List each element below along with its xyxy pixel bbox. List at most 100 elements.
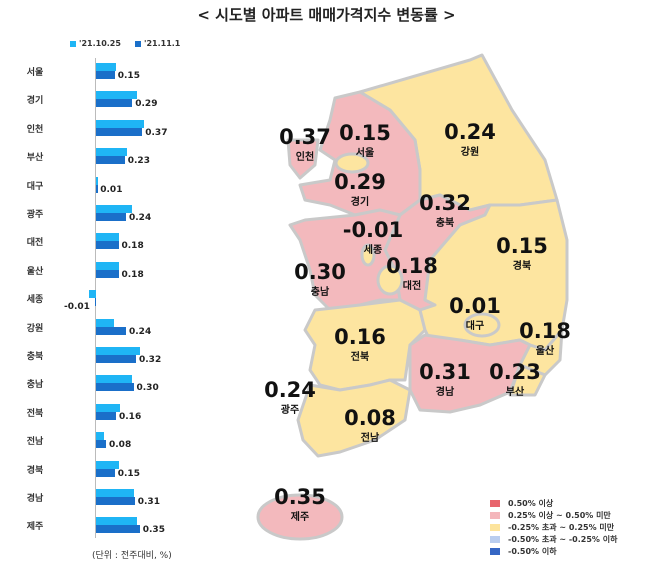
bar-prev-week: [96, 176, 98, 185]
legend-swatch: [490, 548, 500, 555]
data-label: 0.16: [119, 411, 142, 422]
region-incheon: [286, 138, 320, 180]
map-value: 0.01: [449, 294, 501, 318]
legend-swatch: [490, 500, 500, 507]
bar-this-week: [96, 241, 119, 250]
bar-this-week: [96, 525, 140, 534]
legend-item-this-week: '21.11.1: [135, 39, 180, 48]
map-legend-item: 0.50% 이상: [490, 498, 553, 509]
bar-this-week: [96, 184, 98, 193]
legend-label: 0.25% 이상 ~ 0.50% 미만: [508, 511, 611, 520]
map-region-name: 전남: [360, 433, 380, 444]
category-label: 광주: [26, 210, 44, 220]
legend-label: -0.25% 초과 ~ 0.25% 미만: [508, 523, 615, 532]
region-busan: [508, 363, 547, 397]
legend-swatch: [135, 40, 141, 47]
legend-swatch: [490, 512, 500, 519]
bar-prev-week: [96, 375, 133, 384]
legend-label: -0.50% 이하: [508, 547, 557, 556]
map-value: 0.16: [334, 325, 386, 349]
category-label: 대전: [26, 238, 44, 249]
data-label: 0.18: [121, 241, 144, 252]
data-label: 0.01: [100, 184, 123, 195]
region-sejong: [360, 243, 376, 267]
category-label: 강원: [26, 323, 44, 334]
category-label: 서울: [26, 68, 44, 78]
region-seoul-core: [334, 152, 370, 174]
map-legend-item: -0.50% 초과 ~ -0.25% 이하: [490, 534, 617, 545]
category-label: 충북: [26, 352, 44, 362]
map-value: 0.18: [519, 319, 571, 343]
bar-prev-week: [96, 205, 133, 213]
data-label: 0.24: [129, 213, 152, 223]
data-label: -0.01: [64, 302, 90, 313]
legend-swatch: [490, 524, 500, 531]
bar-prev-week: [96, 403, 120, 412]
bar-this-week: [96, 156, 125, 165]
category-label: 경남: [26, 494, 44, 504]
map-value: 0.24: [264, 378, 316, 402]
bar-this-week: [94, 298, 96, 307]
map-value: 0.30: [294, 260, 346, 284]
data-label: 0.15: [117, 71, 140, 81]
legend-item-prev-week: '21.10.25: [70, 39, 121, 48]
region-daejeon: [376, 264, 404, 296]
bar-prev-week: [96, 91, 138, 100]
map-value: 0.15: [496, 234, 548, 258]
map-value: 0.35: [274, 485, 326, 509]
legend-swatch: [490, 536, 500, 543]
bar-prev-week: [96, 347, 140, 355]
map-region-name: 강원: [460, 147, 480, 158]
category-label: 경기: [26, 96, 44, 107]
bar-this-week: [96, 326, 126, 335]
data-label: 0.23: [127, 156, 150, 167]
map-legend-item: -0.25% 초과 ~ 0.25% 미만: [490, 522, 614, 533]
bar-prev-week: [96, 261, 119, 270]
category-label: 대구: [26, 181, 44, 192]
data-label: 0.35: [142, 525, 165, 536]
bar-prev-week: [96, 460, 119, 469]
map-value: 0.24: [444, 120, 496, 144]
map-region-name: 대구: [465, 321, 485, 332]
bar-this-week: [96, 71, 115, 79]
map-value: 0.32: [419, 191, 471, 215]
data-label: 0.15: [117, 468, 140, 479]
bar-prev-week: [96, 119, 144, 128]
bar-this-week: [96, 99, 133, 108]
bar-this-week: [96, 213, 126, 221]
region-jeonnam: [296, 378, 412, 458]
map-region-name: 충남: [310, 287, 330, 298]
map-region-name: 경북: [512, 261, 532, 272]
bar-prev-week: [96, 489, 134, 497]
data-label: 0.08: [109, 440, 132, 451]
data-label: 0.18: [121, 269, 144, 280]
data-label: 0.32: [139, 355, 162, 365]
data-label: 0.24: [129, 326, 152, 337]
map-value: 0.23: [489, 360, 541, 384]
bar-this-week: [96, 127, 143, 136]
category-label: 제주: [26, 522, 44, 533]
map-value: 0.29: [334, 170, 386, 194]
bar-prev-week: [96, 148, 128, 157]
page-title: < 시도별 아파트 매매가격지수 변동률 >: [197, 6, 456, 24]
bar-this-week: [96, 269, 119, 278]
region-daegu: [463, 312, 501, 338]
map-region-name: 세종: [363, 245, 383, 256]
map-region-name: 인천: [295, 152, 315, 163]
bar-prev-week: [96, 318, 114, 327]
map-region-name: 대전: [402, 281, 422, 292]
legend-label: 0.50% 이상: [508, 499, 554, 508]
bar-this-week: [96, 497, 135, 505]
map-region-name: 제주: [290, 512, 310, 523]
map-region-name: 전북: [350, 352, 370, 363]
unit-label: (단위 : 전주대비, %): [92, 551, 172, 561]
bar-prev-week: [88, 290, 96, 299]
bar-this-week: [96, 440, 106, 449]
map-value: 0.08: [344, 406, 396, 430]
map-region-name: 충북: [435, 218, 455, 229]
map-value: -0.01: [342, 218, 404, 242]
map-value: 0.15: [339, 121, 391, 145]
bar-prev-week: [96, 233, 119, 242]
